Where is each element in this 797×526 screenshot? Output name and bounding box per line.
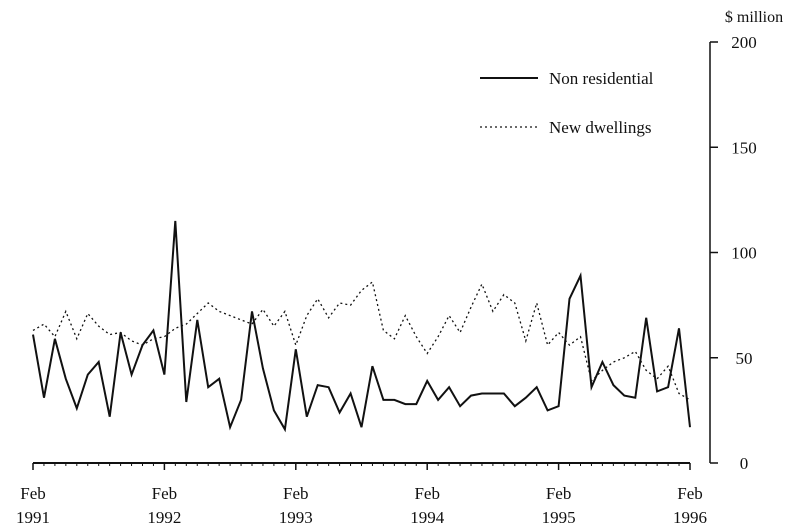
x-tick-label-month: Feb [546,484,572,503]
x-tick-label-year: 1992 [147,508,181,526]
x-tick-label-month: Feb [414,484,440,503]
x-tick-label-year: 1994 [410,508,445,526]
x-tick-label-year: 1991 [16,508,50,526]
series-line-non-residential [32,220,691,433]
x-tick-label-month: Feb [283,484,309,503]
legend: Non residential New dwellings [480,69,654,137]
y-tick-label: 100 [731,244,757,263]
y-axis-label: $ million [725,9,783,26]
x-tick-label-year: 1995 [542,508,576,526]
x-tick-label-month: Feb [20,484,46,503]
legend-label: New dwellings [549,118,651,137]
legend-label: Non residential [549,69,654,88]
plot-area: Feb 1991 Feb 1992 Feb 1993 Feb 1994 Feb 1995 Feb 19… [16,33,757,526]
y-tick-label: 50 [736,349,753,368]
y-tick-label: 150 [731,138,757,157]
x-tick-label-year: 1993 [279,508,313,526]
y-tick-label: 200 [731,33,757,52]
x-tick-label-month: Feb [677,484,703,503]
x-tick-label-year: 1996 [673,508,707,526]
series-line-new-dwellings [32,280,691,401]
x-tick-label-month: Feb [152,484,178,503]
y-tick-label: 0 [740,454,749,473]
